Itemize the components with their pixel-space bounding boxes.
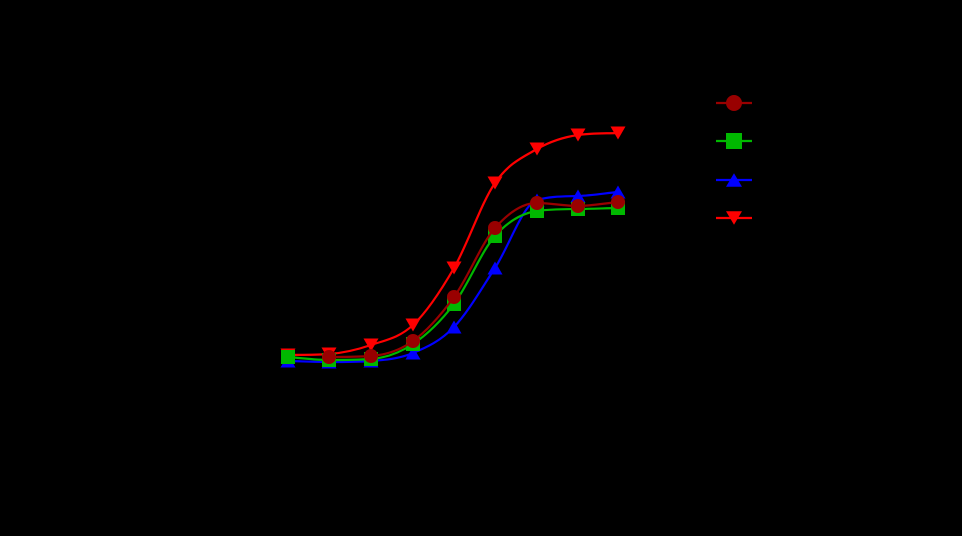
series-circle-darkred-marker-circle-icon [571,199,585,213]
series-circle-darkred-marker-circle-icon [406,334,420,348]
series-triangle-down-red-marker-triangle-down-icon [570,128,586,142]
legend-marker-circle-darkred-circle-icon [726,95,742,111]
series-square-green-marker-square-icon [281,350,295,364]
series-triangle-up-blue-marker-triangle-up-icon [570,189,586,203]
series-circle-darkred [322,195,625,364]
series-circle-darkred-marker-circle-icon [322,350,336,364]
series-triangle-down-red-marker-triangle-down-icon [610,126,626,140]
series-circle-darkred-marker-circle-icon [364,349,378,363]
legend [716,95,752,225]
series-triangle-up-blue-marker-triangle-up-icon [405,346,421,360]
series-triangle-down-red-marker-triangle-down-icon [487,176,503,190]
legend-entry-triangle-down-red [716,211,752,225]
legend-marker-triangle-up-blue-triangle-up-icon [726,173,742,187]
legend-entry-square-green [716,133,752,149]
series-triangle-up-blue-marker-triangle-up-icon [487,261,503,275]
series-circle-darkred-marker-circle-icon [447,290,461,304]
legend-entry-triangle-up-blue [716,173,752,187]
series-circle-darkred-marker-circle-icon [488,221,502,235]
series-circle-darkred-marker-circle-icon [530,196,544,210]
series-triangle-up-blue-marker-triangle-up-icon [610,185,626,199]
series-triangle-down-red-marker-triangle-down-icon [363,338,379,352]
series-circle-darkred-marker-circle-icon [611,195,625,209]
legend-entry-circle-darkred [716,95,752,111]
legend-marker-triangle-down-red-triangle-down-icon [726,211,742,225]
series-triangle-down-red-marker-triangle-down-icon [446,261,462,275]
series-triangle-up-blue-marker-triangle-up-icon [446,320,462,334]
legend-marker-square-green-square-icon [726,133,742,149]
series-triangle-down-red-marker-triangle-down-icon [405,318,421,332]
series-triangle-down-red-marker-triangle-down-icon [529,142,545,156]
series-triangle-up-blue-curve [286,190,620,364]
